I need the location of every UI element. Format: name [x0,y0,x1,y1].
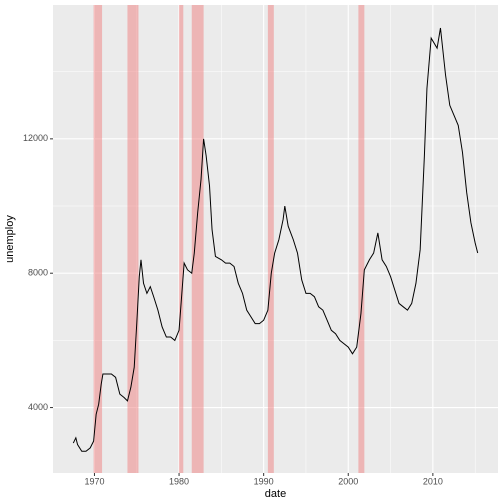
panel [53,5,498,473]
y-tick-label: 12000 [23,133,48,143]
y-tick-label: 4000 [28,402,48,412]
y-axis-title: unemploy [4,215,16,263]
recession-band [127,5,139,473]
recession-band [191,5,204,473]
x-axis-title: date [265,488,286,500]
x-tick-label: 1990 [254,476,274,486]
x-tick-label: 2010 [423,476,443,486]
line [72,27,479,452]
recession-band [267,5,274,473]
x-tick-label: 2000 [338,476,358,486]
recession-band [179,5,184,473]
recession-band [93,5,103,473]
x-tick-label: 1970 [84,476,104,486]
y-tick-label: 8000 [28,268,48,278]
x-tick-label: 1980 [169,476,189,486]
recession-band [358,5,365,473]
